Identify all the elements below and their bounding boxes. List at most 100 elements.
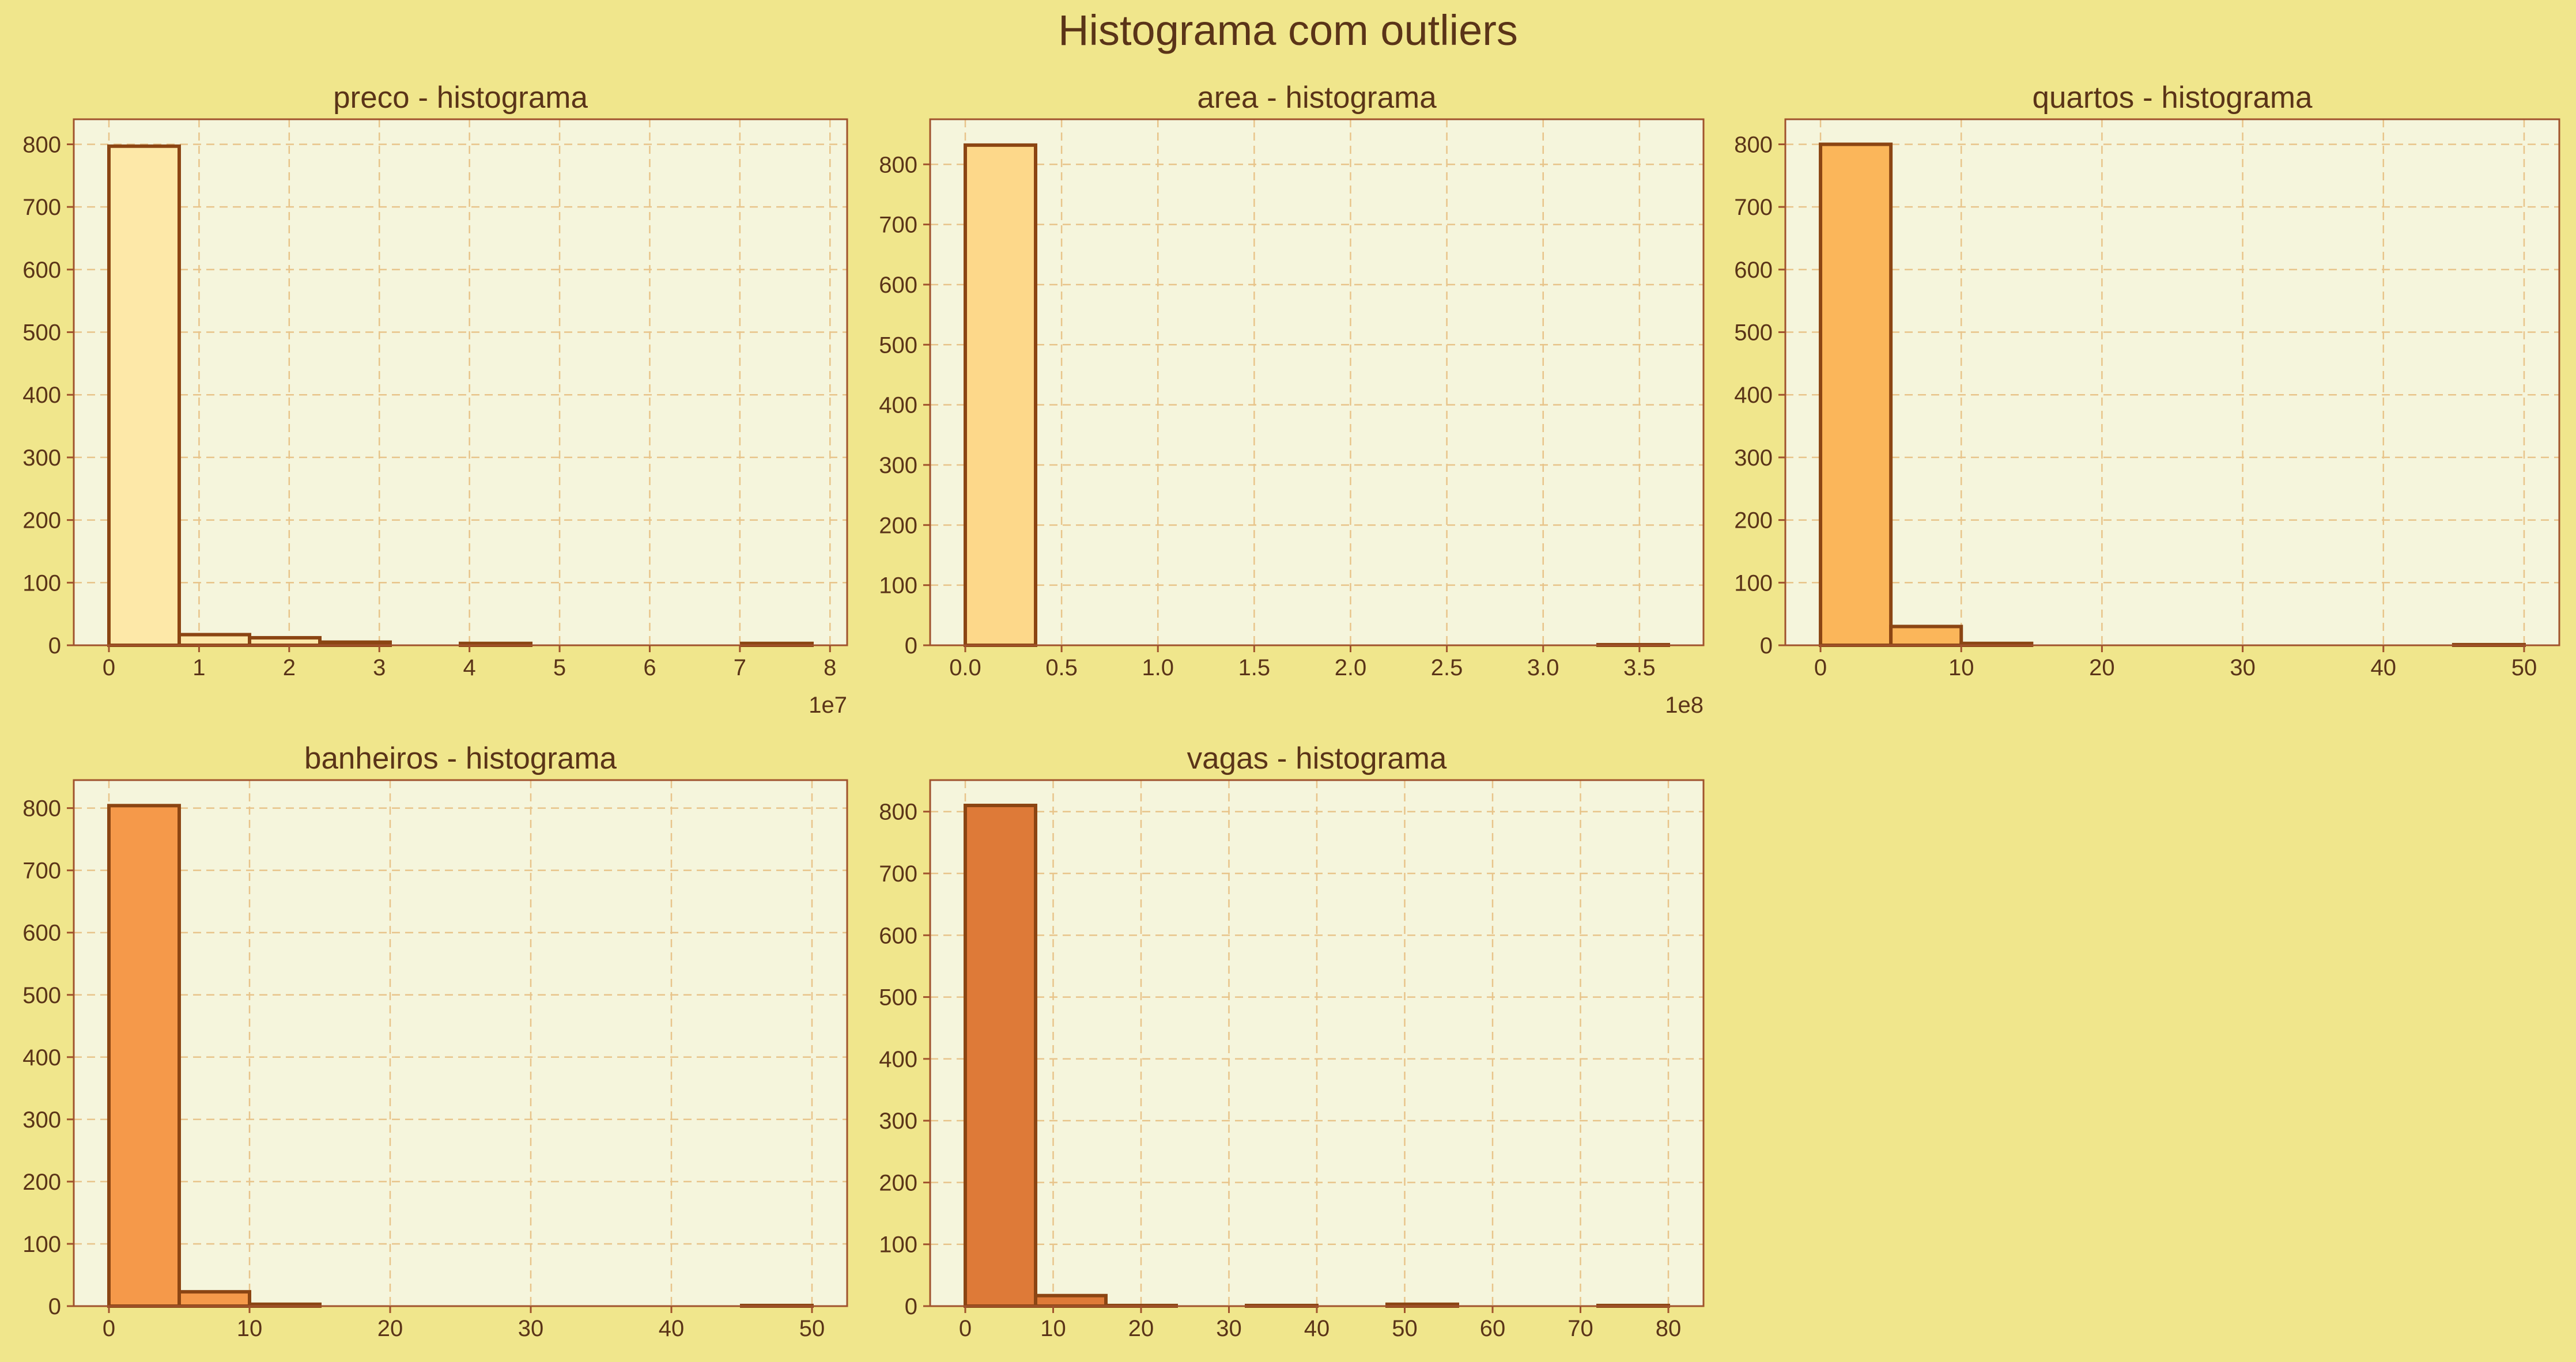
histogram-bar [177,633,251,647]
axes-background [930,780,1704,1306]
y-tick-label: 100 [879,1232,917,1258]
axes-frame [929,118,1705,646]
y-tick-label: 400 [879,1047,917,1072]
x-tick-label: 40 [2371,655,2397,680]
axes-frame [73,118,848,646]
y-tick-label: 300 [1734,445,1773,471]
x-tick-label: 0 [959,1316,972,1341]
y-tick-label: 600 [1734,258,1773,283]
x-tick-label: 10 [1948,655,1974,680]
y-tick-label: 200 [1734,508,1773,534]
y-tick-label: 500 [879,985,917,1011]
y-tick-label: 0 [905,633,917,659]
y-tick-label: 200 [22,1170,61,1195]
x-tick-label: 0 [1814,655,1827,680]
histogram-bar [107,804,181,1308]
x-tick-label: 60 [1480,1316,1506,1341]
x-tick-label: 3 [373,655,386,680]
histogram-bar [964,803,1037,1308]
histogram-bar [1889,625,1963,647]
y-tick-label: 0 [905,1294,917,1319]
subplot-banheiros: 0 10 20 30 40 500100200300400500600700800banh… [22,741,848,1341]
x-tick-label: 40 [659,1316,685,1341]
y-tick-label: 800 [1734,132,1773,157]
y-tick-label: 600 [22,258,61,283]
subplot-vagas: 0 10 20 30 40 50 60 70 8001002003004005006007008… [879,741,1705,1341]
subplot-title: preco - histograma [333,81,588,115]
x-tick-label: 2 [283,655,296,680]
x-tick-label: 20 [1128,1316,1154,1341]
x-tick-label: 1 [192,655,205,680]
y-tick-label: 0 [1760,633,1773,659]
y-tick-label: 800 [879,800,917,825]
y-tick-label: 400 [22,1045,61,1070]
y-tick-label: 700 [879,213,917,238]
y-tick-label: 200 [879,513,917,538]
y-tick-label: 200 [879,1170,917,1195]
x-tick-label: 8 [824,655,836,680]
y-tick-label: 400 [1734,383,1773,408]
x-tick-label: 0.0 [949,655,981,680]
y-tick-label: 500 [22,983,61,1008]
subplot-title: area - histograma [1197,81,1437,115]
y-tick-label: 200 [22,508,61,534]
x-axis-offset-label: 1e8 [1665,693,1704,718]
y-tick-label: 700 [22,195,61,220]
y-tick-label: 300 [879,1108,917,1134]
histogram-bar [107,144,181,648]
subplot-area: 0.0 0.5 1.0 1.5 2.0 2.5 3.0 3.5 0 100 200 300 400 500… [879,81,1705,718]
axes-background [1785,119,2559,645]
y-tick-label: 700 [22,858,61,884]
x-tick-label: 0 [103,1316,115,1341]
y-tick-label: 800 [22,796,61,822]
y-tick-label: 500 [1734,320,1773,346]
y-tick-label: 700 [879,861,917,887]
x-tick-label: 30 [1216,1316,1242,1341]
x-tick-label: 0.5 [1045,655,1078,680]
axes-background [74,119,847,645]
axes-background [930,119,1704,645]
x-tick-label: 10 [1040,1316,1066,1341]
x-tick-label: 20 [377,1316,403,1341]
x-tick-label: 3.5 [1623,655,1656,680]
y-tick-label: 500 [22,320,61,346]
subplot-grid: 0 1 2 3 4 5 6 7 801002003004005006007008001e7pre… [22,81,2560,1341]
x-tick-label: 7 [734,655,746,680]
x-tick-label: 20 [2089,655,2115,680]
x-tick-label: 10 [237,1316,263,1341]
x-tick-label: 30 [518,1316,544,1341]
figure-suptitle: Histograma com outliers [1058,6,1518,54]
y-tick-label: 100 [22,570,61,596]
y-tick-label: 800 [22,132,61,157]
y-tick-label: 300 [22,1107,61,1133]
x-tick-label: 80 [1656,1316,1682,1341]
x-tick-label: 0 [103,655,115,680]
x-tick-label: 1.0 [1142,655,1174,680]
x-tick-label: 2.0 [1335,655,1367,680]
y-tick-label: 500 [879,332,917,358]
x-axis-offset-label: 1e7 [809,693,847,718]
subplot-title: vagas - histograma [1187,741,1447,775]
x-tick-label: 1.5 [1238,655,1271,680]
subplot-title: banheiros - histograma [304,741,617,775]
histogram-bar [1034,1293,1108,1308]
y-tick-label: 300 [879,453,917,478]
histogram-bar [177,1290,251,1308]
y-tick-label: 800 [879,152,917,177]
x-tick-label: 40 [1304,1316,1330,1341]
subplot-title: quartos - histograma [2032,81,2313,115]
x-tick-label: 50 [2511,655,2537,680]
x-tick-label: 30 [2230,655,2256,680]
y-tick-label: 400 [879,393,917,418]
x-tick-label: 50 [1392,1316,1418,1341]
x-tick-label: 50 [799,1316,825,1341]
subplot-quartos: 0 10 20 30 40 500100200300400500600700800quar… [1734,81,2560,680]
x-tick-label: 2.5 [1431,655,1463,680]
y-tick-label: 0 [48,633,61,659]
y-tick-label: 300 [22,445,61,471]
y-tick-label: 100 [22,1232,61,1257]
histogram-bar [248,635,322,648]
axes-frame [73,779,848,1307]
axes-background [74,780,847,1306]
